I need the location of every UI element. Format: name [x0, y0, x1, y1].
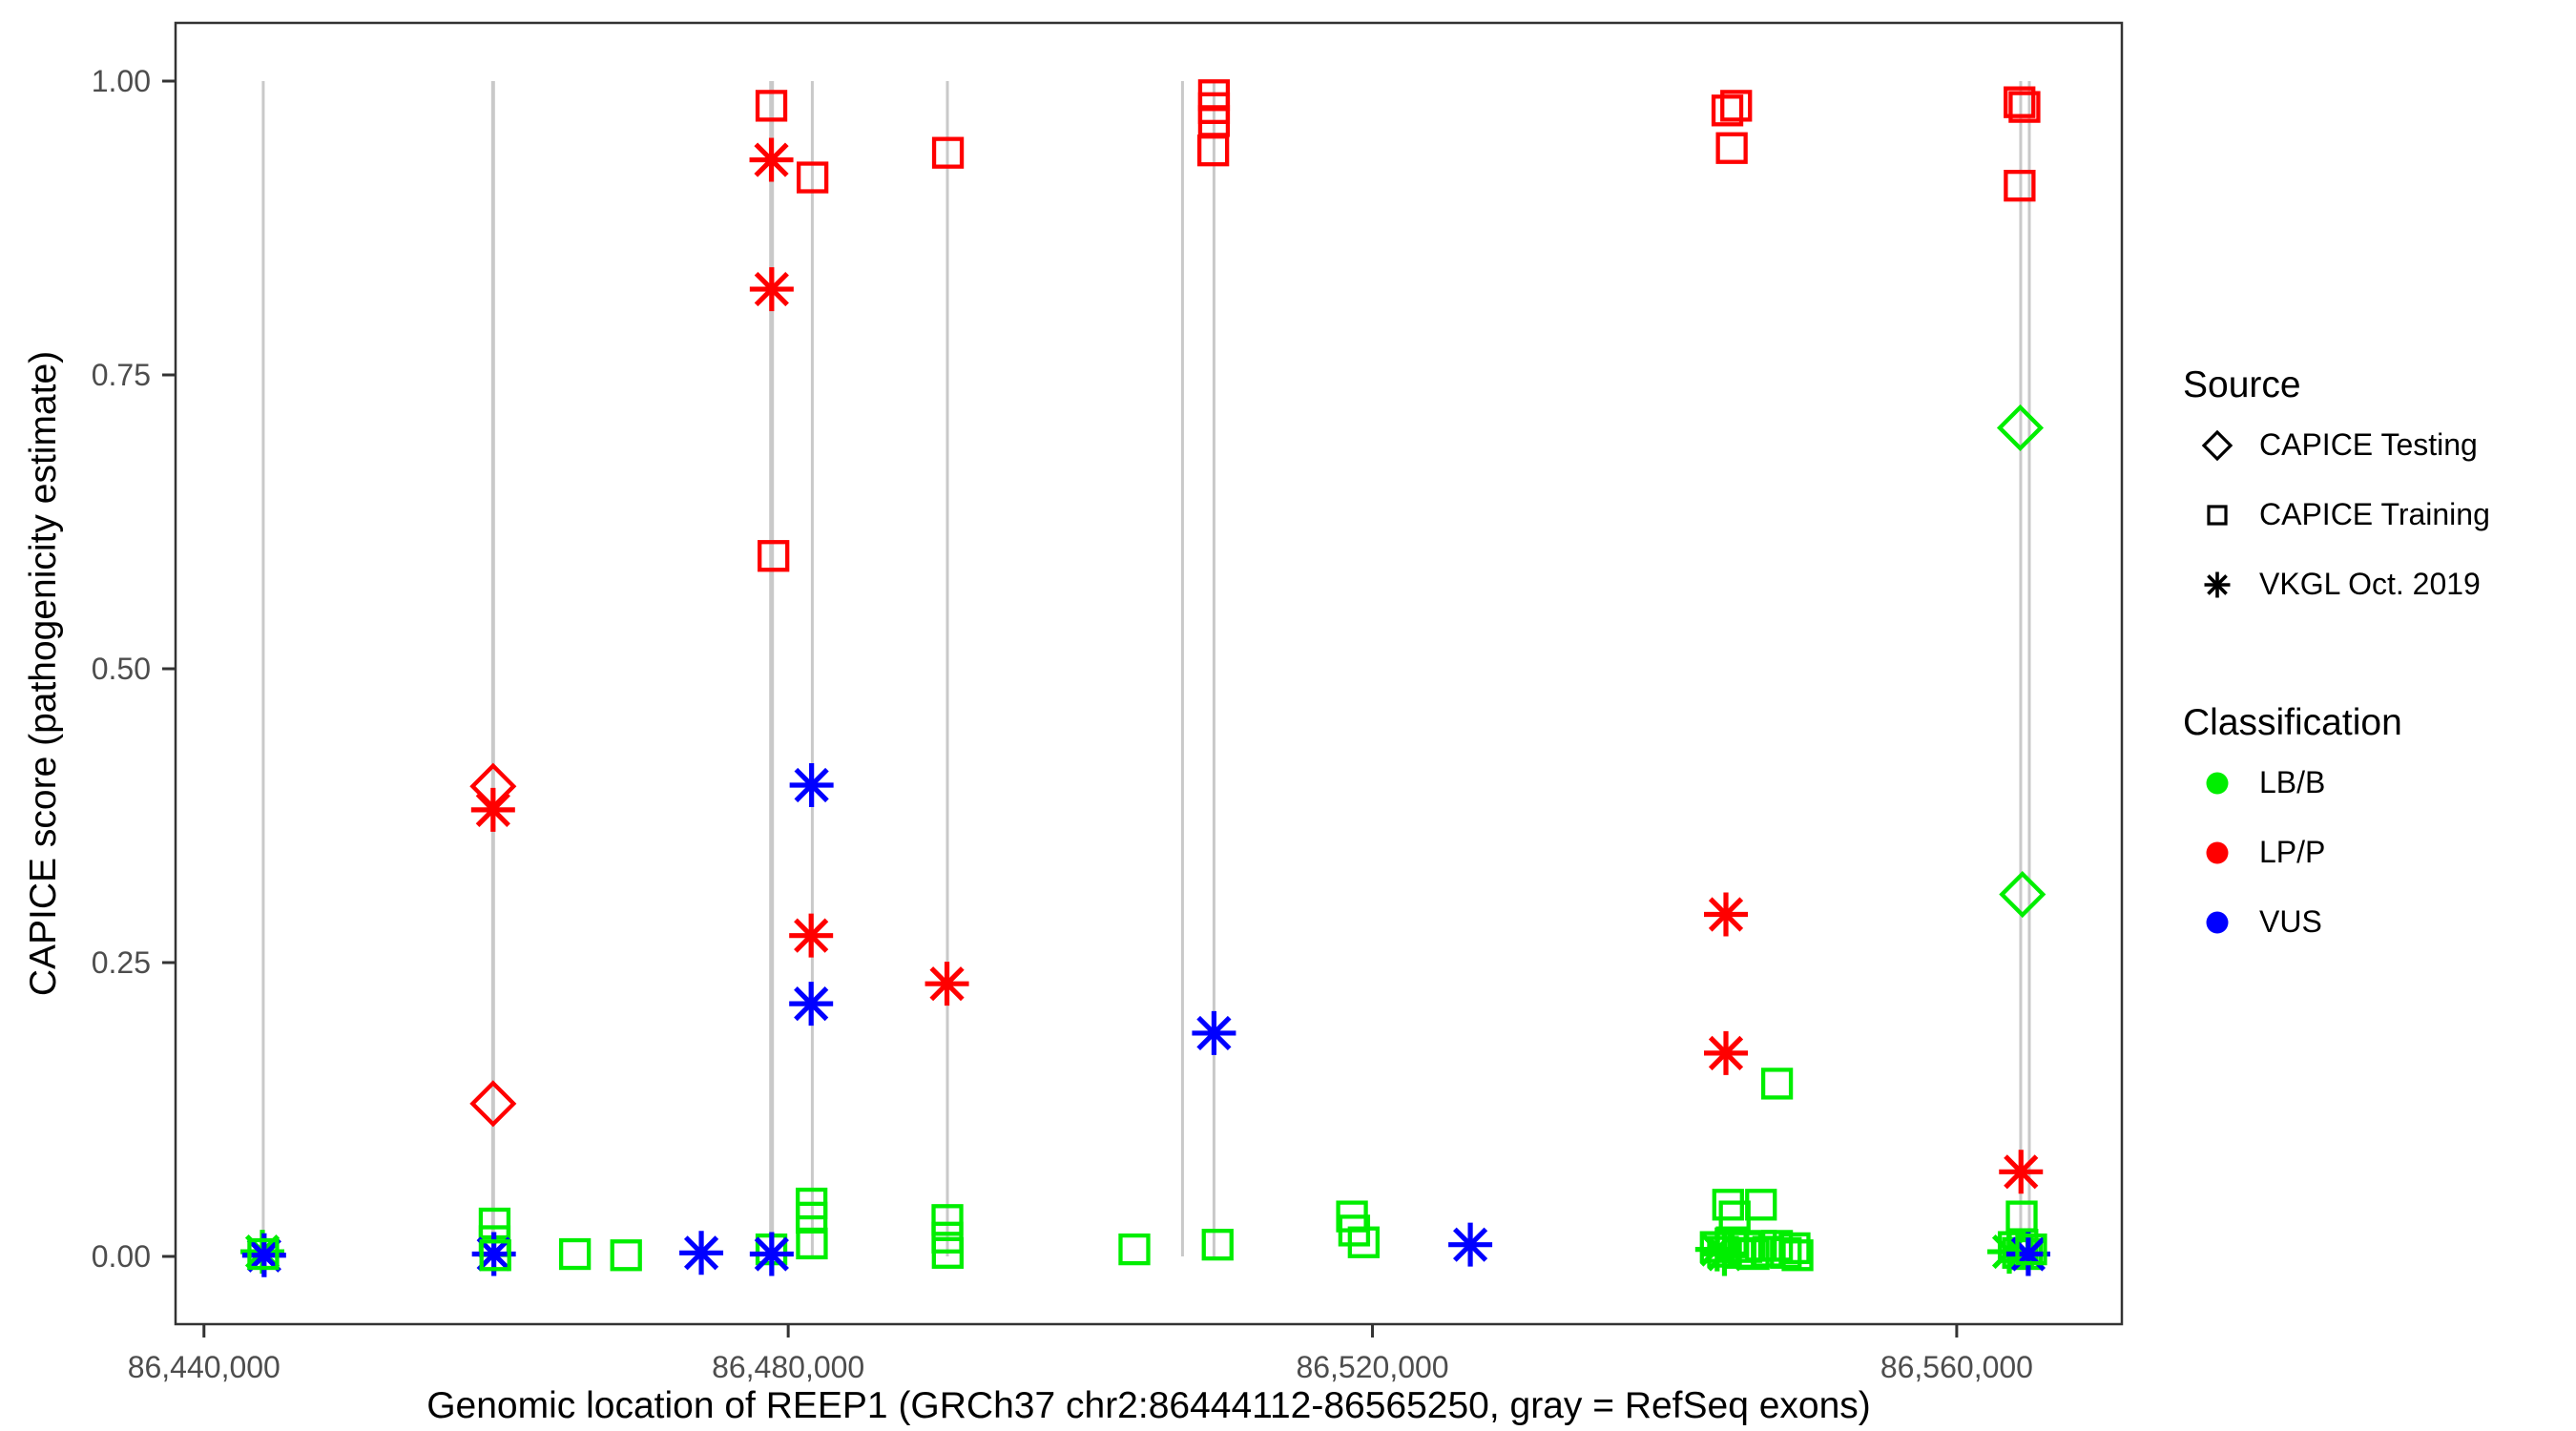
legend-classification: Classification LB/B LP/P VUS — [2183, 698, 2402, 957]
x-tick-label: 86,440,000 — [128, 1350, 280, 1384]
legend-item-label: LP/P — [2259, 835, 2326, 869]
data-point-asterisk — [679, 1231, 724, 1275]
legend-item-label: CAPICE Training — [2259, 497, 2490, 531]
legend-item-capice-testing: CAPICE Testing — [2183, 410, 2490, 480]
y-tick-label: 0.00 — [92, 1239, 151, 1274]
x-tick-label: 86,480,000 — [712, 1350, 864, 1384]
data-point-asterisk — [749, 267, 794, 312]
legend-source: Source CAPICE Testing CAPICE Training VKGL… — [2183, 361, 2490, 619]
x-tick-label: 86,520,000 — [1296, 1350, 1448, 1384]
data-point-asterisk — [1448, 1222, 1493, 1267]
data-point-asterisk — [1999, 1150, 2044, 1194]
y-axis-title: CAPICE score (pathogenicity estimate) — [23, 350, 64, 997]
data-point-square — [2015, 1233, 2047, 1266]
data-point-square — [1347, 1226, 1380, 1258]
data-point-square — [1712, 1189, 1744, 1221]
legend-classification-title: Classification — [2183, 702, 2402, 743]
data-point-square — [558, 1237, 592, 1271]
data-point-square — [1711, 94, 1744, 127]
legend-item-vus: VUS — [2183, 887, 2402, 957]
data-point-asterisk — [789, 762, 834, 807]
legend-item-lb-b: LB/B — [2183, 748, 2402, 818]
dot-icon — [2206, 841, 2229, 863]
data-point-square — [796, 1227, 828, 1260]
data-point-asterisk — [1192, 1010, 1236, 1055]
data-point-asterisk — [749, 137, 794, 182]
data-point-asterisk — [1704, 892, 1749, 937]
data-point-square — [1778, 1232, 1811, 1265]
data-point-square — [2008, 91, 2041, 123]
data-point-square — [1197, 135, 1230, 167]
y-tick-label: 1.00 — [92, 64, 151, 98]
data-point-square — [931, 1204, 964, 1236]
data-point-square — [758, 540, 790, 572]
legend-classification-items: LB/B LP/P VUS — [2183, 748, 2402, 957]
asterisk-icon — [2204, 571, 2231, 597]
diamond-icon — [2201, 429, 2233, 461]
legend-item-label: CAPICE Testing — [2259, 427, 2478, 462]
data-point-square — [931, 136, 965, 169]
data-point-square — [1760, 1230, 1794, 1262]
data-point-asterisk — [1702, 1232, 1747, 1276]
data-point-square — [1720, 90, 1753, 122]
data-point-square — [1715, 132, 1748, 164]
data-point-diamond — [1996, 404, 2045, 451]
data-point-square — [1760, 1068, 1794, 1100]
data-point-diamond — [1999, 871, 2046, 919]
legend-source-items: CAPICE Testing CAPICE Training VKGL Oct. 2… — [2183, 410, 2490, 619]
legend-source-title: Source — [2183, 364, 2301, 405]
dot-icon — [2206, 911, 2229, 933]
data-point-square — [2004, 86, 2036, 118]
data-point-square — [479, 1239, 511, 1272]
data-point-square — [610, 1239, 642, 1272]
x-tick-label: 86,560,000 — [1880, 1350, 2033, 1384]
y-tick-label: 0.75 — [92, 358, 151, 392]
data-point-square — [1118, 1233, 1151, 1266]
data-point-diamond — [469, 1080, 517, 1128]
y-tick-label: 0.50 — [92, 652, 151, 686]
legend-item-label: VUS — [2259, 904, 2322, 939]
data-point-asterisk — [749, 1232, 794, 1276]
legend-item-label: LB/B — [2259, 765, 2326, 799]
data-point-square — [2004, 169, 2036, 202]
data-point-square — [1201, 1229, 1234, 1261]
legend-item-vkgl-oct-2019: VKGL Oct. 2019 — [2183, 550, 2490, 619]
y-tick-label: 0.25 — [92, 945, 151, 980]
plot-panel-border — [174, 21, 2124, 1326]
data-point-square — [796, 161, 829, 194]
square-icon — [2207, 504, 2228, 526]
data-point-square — [247, 1237, 280, 1271]
data-point-square — [1770, 1236, 1802, 1269]
data-point-square — [1781, 1239, 1814, 1272]
legend-item-capice-training: CAPICE Training — [2183, 480, 2490, 550]
legend-item-lp-p: LP/P — [2183, 818, 2402, 887]
data-point-square — [1745, 1189, 1777, 1221]
data-point-square — [1745, 1230, 1777, 1262]
plot-panel — [176, 23, 2122, 1324]
data-point-asterisk — [924, 962, 969, 1006]
data-point-square — [1338, 1214, 1371, 1247]
data-point-asterisk — [789, 913, 834, 958]
data-point-asterisk — [789, 982, 834, 1027]
legend-item-label: VKGL Oct. 2019 — [2259, 567, 2481, 601]
x-axis-title: Genomic location of REEP1 (GRCh37 chr2:8… — [426, 1385, 1871, 1426]
data-point-square — [931, 1236, 964, 1269]
data-point-asterisk — [1704, 1030, 1749, 1075]
data-point-square — [755, 90, 788, 122]
data-point-asterisk — [470, 787, 515, 832]
dot-icon — [2206, 772, 2229, 794]
